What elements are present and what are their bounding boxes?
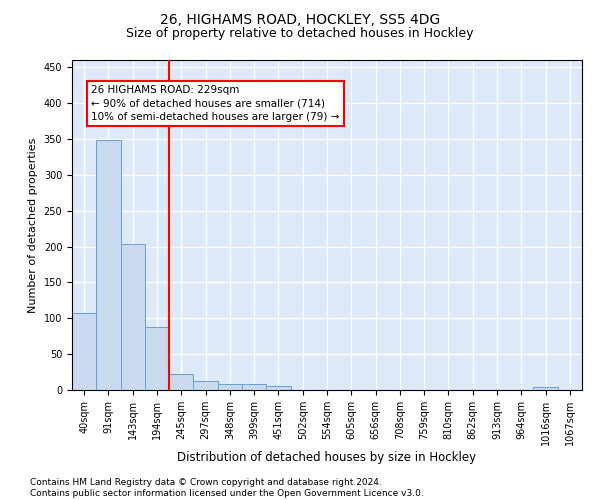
Bar (242, 384, 266, 390)
Bar (266, 386, 290, 390)
Bar (121, 244, 145, 390)
Bar (169, 374, 193, 390)
Bar (218, 384, 242, 390)
Text: Contains HM Land Registry data © Crown copyright and database right 2024.
Contai: Contains HM Land Registry data © Crown c… (30, 478, 424, 498)
Bar (72, 313, 96, 390)
Bar (193, 380, 218, 390)
Bar (145, 327, 169, 390)
Bar (96, 140, 121, 390)
Text: Size of property relative to detached houses in Hockley: Size of property relative to detached ho… (126, 28, 474, 40)
Text: 26 HIGHAMS ROAD: 229sqm
← 90% of detached houses are smaller (714)
10% of semi-d: 26 HIGHAMS ROAD: 229sqm ← 90% of detache… (91, 85, 340, 122)
Bar (533, 387, 558, 390)
Y-axis label: Number of detached properties: Number of detached properties (28, 138, 38, 312)
Text: 26, HIGHAMS ROAD, HOCKLEY, SS5 4DG: 26, HIGHAMS ROAD, HOCKLEY, SS5 4DG (160, 12, 440, 26)
X-axis label: Distribution of detached houses by size in Hockley: Distribution of detached houses by size … (178, 450, 476, 464)
